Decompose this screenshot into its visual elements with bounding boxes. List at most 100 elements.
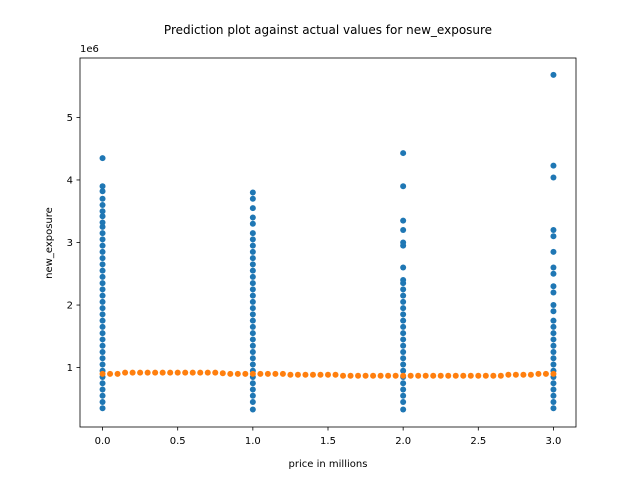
series-0-point-57 bbox=[249, 317, 256, 324]
series-0-point-25 bbox=[99, 330, 106, 337]
series-0-point-5 bbox=[99, 208, 106, 215]
series-0-point-98 bbox=[400, 392, 407, 399]
series-0-point-19 bbox=[99, 292, 106, 299]
series-1-point-7 bbox=[152, 369, 159, 376]
series-0-point-78 bbox=[400, 264, 407, 271]
series-1-point-19 bbox=[242, 370, 249, 377]
series-0-point-15 bbox=[99, 267, 106, 274]
x-tick-label: 3.0 bbox=[546, 436, 562, 447]
series-0-point-118 bbox=[550, 348, 557, 355]
series-0-point-35 bbox=[99, 392, 106, 399]
series-0-point-52 bbox=[249, 286, 256, 293]
series-1-point-36 bbox=[370, 372, 377, 379]
series-0-point-111 bbox=[550, 302, 557, 309]
series-1-point-13 bbox=[197, 369, 204, 376]
series-1-point-26 bbox=[294, 371, 301, 378]
series-1-point-20 bbox=[249, 370, 256, 377]
series-1-point-23 bbox=[272, 370, 279, 377]
series-0-point-6 bbox=[99, 213, 106, 220]
series-1-point-32 bbox=[340, 372, 347, 379]
series-1-point-29 bbox=[317, 371, 324, 378]
series-1-point-55 bbox=[512, 371, 519, 378]
series-1-point-3 bbox=[122, 369, 129, 376]
series-1-point-8 bbox=[159, 369, 166, 376]
series-0-point-77 bbox=[400, 242, 407, 249]
x-tick-label: 2.0 bbox=[395, 436, 411, 447]
series-0-point-69 bbox=[249, 392, 256, 399]
series-1-point-2 bbox=[114, 370, 121, 377]
series-0-point-16 bbox=[99, 273, 106, 280]
series-0-point-42 bbox=[249, 220, 256, 227]
series-0-point-39 bbox=[249, 195, 256, 202]
series-1-point-22 bbox=[264, 370, 271, 377]
series-0-point-2 bbox=[99, 188, 106, 195]
series-0-point-54 bbox=[249, 298, 256, 305]
points-layer bbox=[99, 71, 557, 413]
y-offset-label: 1e6 bbox=[80, 44, 99, 55]
series-1-point-37 bbox=[377, 372, 384, 379]
series-0-point-91 bbox=[400, 348, 407, 355]
series-1-point-51 bbox=[482, 372, 489, 379]
series-0-point-9 bbox=[99, 230, 106, 237]
series-0-point-117 bbox=[550, 342, 557, 349]
series-0-point-55 bbox=[249, 305, 256, 312]
series-1-point-56 bbox=[520, 371, 527, 378]
series-1-point-59 bbox=[542, 370, 549, 377]
series-0-point-70 bbox=[249, 398, 256, 405]
x-axis-label: price in millions bbox=[289, 459, 368, 470]
series-0-point-18 bbox=[99, 286, 106, 293]
y-tick-label: 2 bbox=[67, 301, 73, 312]
series-0-point-67 bbox=[249, 380, 256, 387]
series-0-point-127 bbox=[550, 405, 557, 412]
series-0-point-72 bbox=[400, 150, 407, 157]
series-1-point-11 bbox=[182, 369, 189, 376]
series-0-point-82 bbox=[400, 292, 407, 299]
series-1-point-50 bbox=[475, 372, 482, 379]
series-0-point-107 bbox=[550, 264, 557, 271]
series-0-point-45 bbox=[249, 242, 256, 249]
y-tick-label: 4 bbox=[67, 175, 73, 186]
series-0-point-30 bbox=[99, 361, 106, 368]
series-1-point-48 bbox=[460, 372, 467, 379]
series-1-point-39 bbox=[392, 372, 399, 379]
x-tick-label: 2.5 bbox=[470, 436, 486, 447]
series-0-point-105 bbox=[550, 233, 557, 240]
series-0-point-40 bbox=[249, 205, 256, 212]
series-0-point-124 bbox=[550, 386, 557, 393]
series-0-point-4 bbox=[99, 201, 106, 208]
series-1-point-42 bbox=[415, 372, 422, 379]
series-1-point-24 bbox=[279, 370, 286, 377]
series-1-point-17 bbox=[227, 370, 234, 377]
series-0-point-123 bbox=[550, 380, 557, 387]
plot-area bbox=[79, 57, 577, 428]
series-1-point-0 bbox=[99, 370, 106, 377]
series-0-point-21 bbox=[99, 305, 106, 312]
y-tick-label: 5 bbox=[67, 113, 73, 124]
series-0-point-74 bbox=[400, 217, 407, 224]
series-1-point-14 bbox=[204, 369, 211, 376]
series-0 bbox=[99, 71, 557, 413]
series-0-point-85 bbox=[400, 311, 407, 318]
series-0-point-106 bbox=[550, 248, 557, 255]
series-1-point-44 bbox=[430, 372, 437, 379]
series-0-point-56 bbox=[249, 311, 256, 318]
series-0-point-101 bbox=[550, 71, 557, 78]
series-0-point-28 bbox=[99, 348, 106, 355]
series-0-point-10 bbox=[99, 236, 106, 243]
series-1-point-10 bbox=[174, 369, 181, 376]
series-0-point-96 bbox=[400, 380, 407, 387]
series-1-point-46 bbox=[445, 372, 452, 379]
series-1-point-58 bbox=[535, 370, 542, 377]
series-1-point-25 bbox=[287, 371, 294, 378]
series-0-point-38 bbox=[249, 189, 256, 196]
series-0-point-88 bbox=[400, 330, 407, 337]
series-0-point-97 bbox=[400, 386, 407, 393]
y-tick-label: 1 bbox=[67, 363, 73, 374]
series-0-point-60 bbox=[249, 336, 256, 343]
series-0-point-89 bbox=[400, 336, 407, 343]
series-0-point-73 bbox=[400, 183, 407, 190]
series-0-point-112 bbox=[550, 308, 557, 315]
series-1-point-18 bbox=[234, 370, 241, 377]
series-0-point-17 bbox=[99, 280, 106, 287]
